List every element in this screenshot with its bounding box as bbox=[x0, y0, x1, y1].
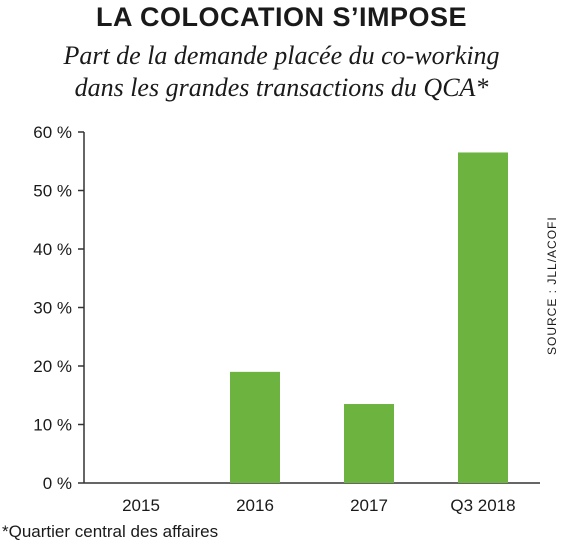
y-tick-label: 40 % bbox=[33, 240, 72, 259]
y-tick-label: 60 % bbox=[33, 123, 72, 142]
x-tick-label: 2016 bbox=[236, 496, 274, 515]
chart-title: LA COLOCATION S’IMPOSE bbox=[95, 2, 467, 32]
y-tick-label: 20 % bbox=[33, 357, 72, 376]
source-credit: SOURCE : JLL/ACOFI bbox=[545, 216, 559, 355]
bar-2017 bbox=[344, 404, 394, 483]
subtitle-line-2: dans les grandes transactions du QCA* bbox=[74, 73, 489, 102]
y-tick-label: 30 % bbox=[33, 299, 72, 318]
x-tick-label: 2015 bbox=[122, 496, 160, 515]
bar-q3-2018 bbox=[458, 152, 508, 483]
y-tick-label: 0 % bbox=[43, 474, 72, 493]
x-tick-label: Q3 2018 bbox=[450, 496, 515, 515]
subtitle-line-1: Part de la demande placée du co-working bbox=[63, 41, 500, 70]
bar-2016 bbox=[230, 371, 280, 483]
footnote: *Quartier central des affaires bbox=[2, 522, 219, 541]
y-tick-label: 50 % bbox=[33, 182, 72, 201]
x-tick-label: 2017 bbox=[350, 496, 388, 515]
y-tick-label: 10 % bbox=[33, 416, 72, 435]
chart-subtitle: Part de la demande placée du co-working … bbox=[0, 40, 563, 104]
